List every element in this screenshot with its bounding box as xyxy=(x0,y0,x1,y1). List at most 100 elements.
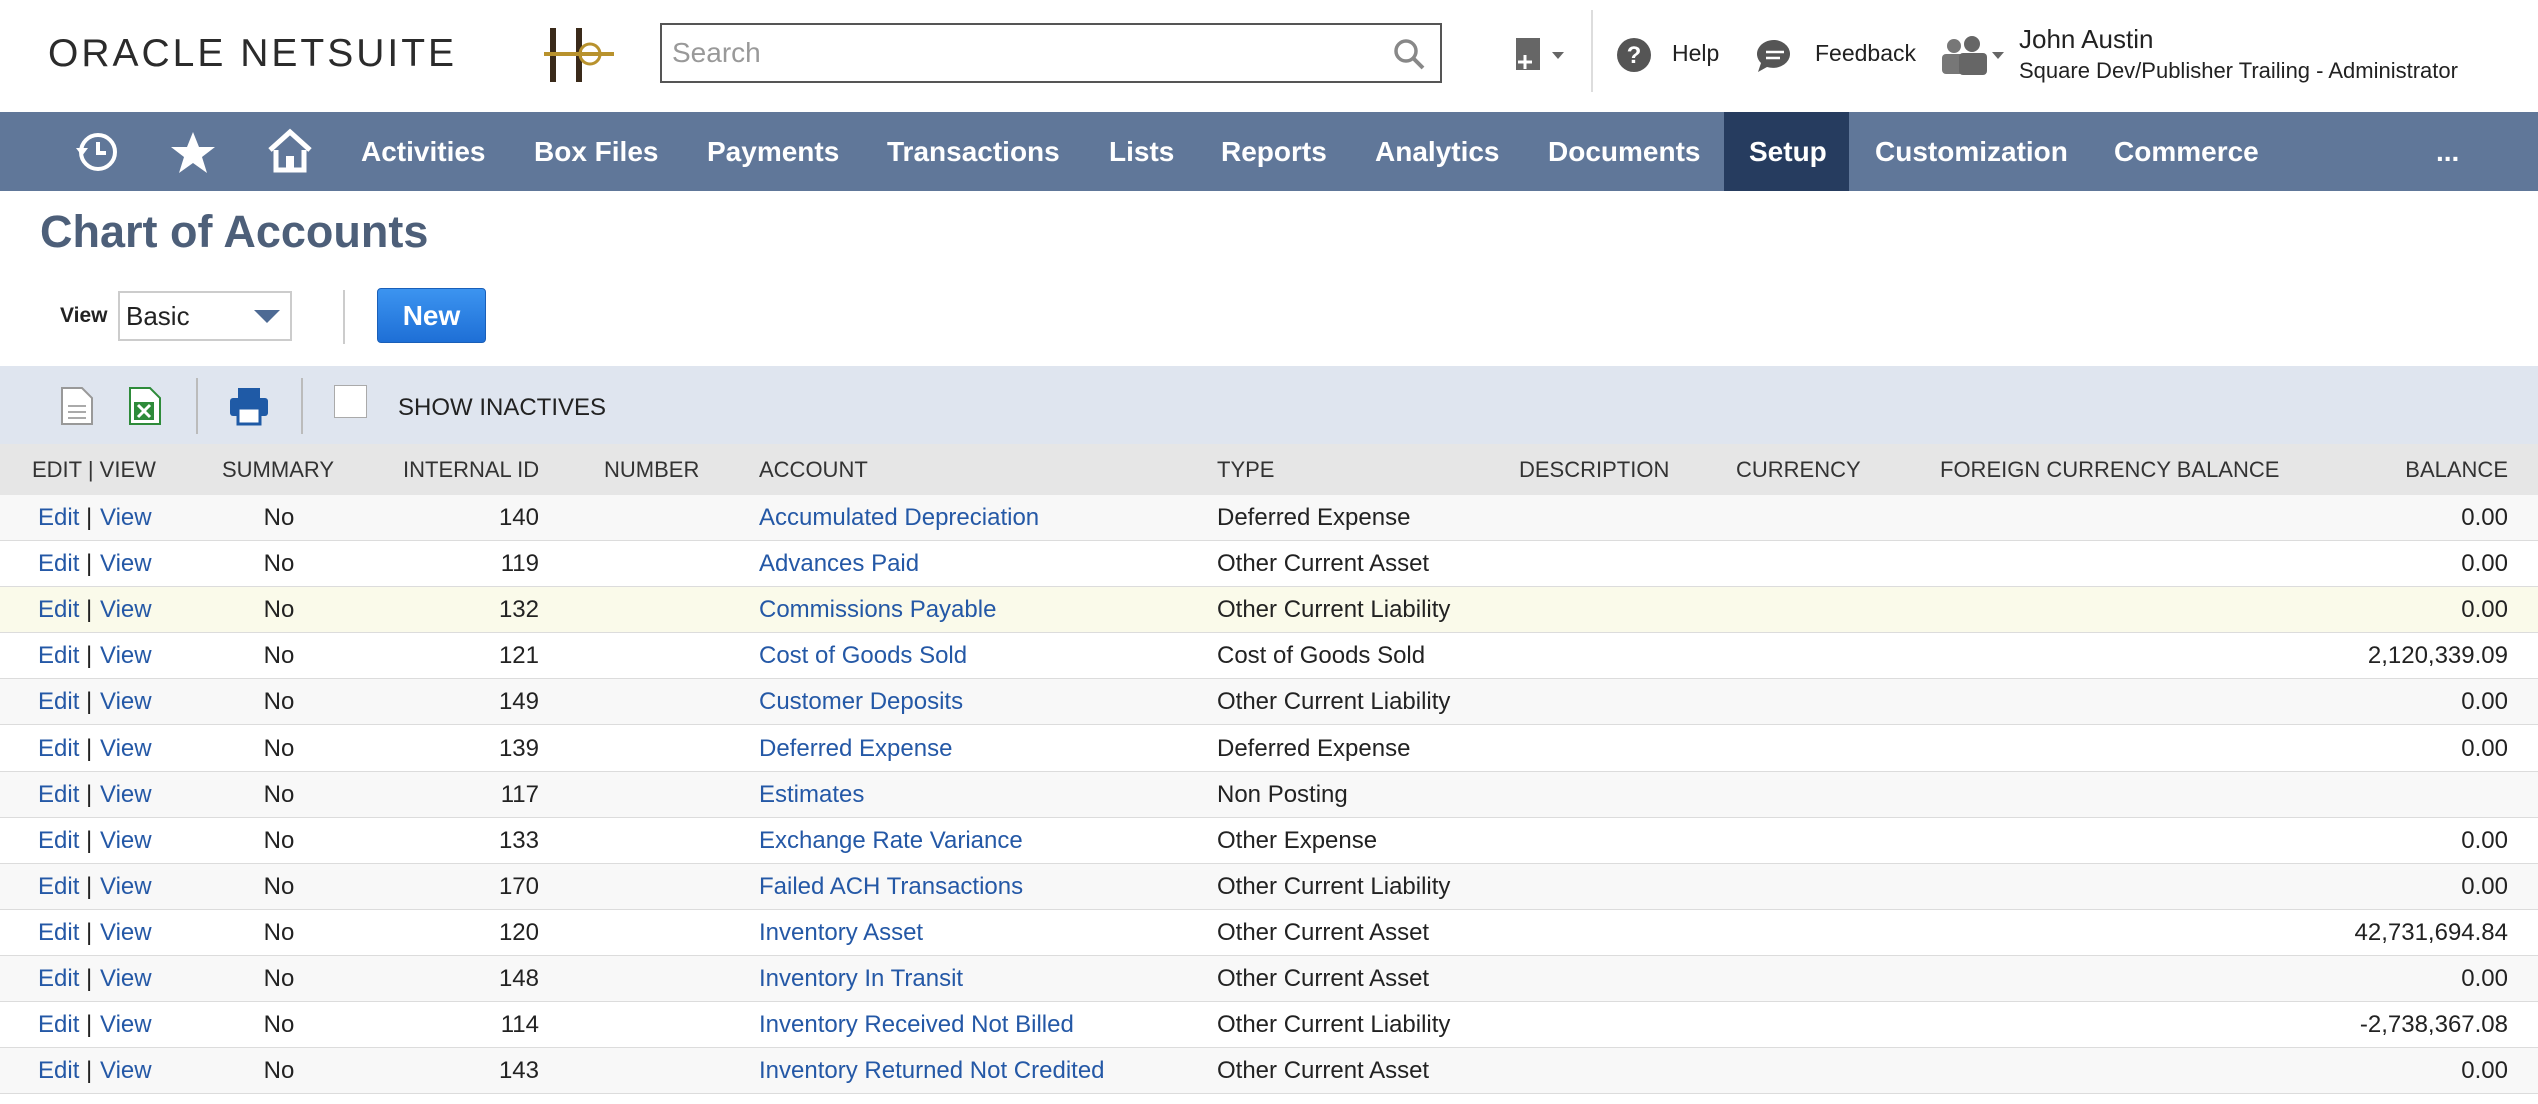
nav-item[interactable]: Payments xyxy=(707,136,840,167)
divider xyxy=(196,378,198,434)
edit-link[interactable]: Edit xyxy=(38,780,80,808)
nav-item[interactable]: Box Files xyxy=(534,136,659,167)
account-link[interactable]: Customer Deposits xyxy=(759,688,964,716)
show-inactives-label[interactable]: SHOW INACTIVES xyxy=(398,394,607,421)
search-box[interactable]: Search xyxy=(660,23,1442,83)
account-link[interactable]: Failed ACH Transactions xyxy=(759,872,1024,900)
balance-cell: 42,731,694.84 xyxy=(2354,918,2508,946)
column-header[interactable]: ACCOUNT xyxy=(759,457,868,482)
edit-link[interactable]: Edit xyxy=(38,504,80,531)
nav-item[interactable]: Reports xyxy=(1221,136,1327,167)
edit-link[interactable]: Edit xyxy=(38,918,80,946)
account-link[interactable]: Exchange Rate Variance xyxy=(759,826,1023,854)
view-link[interactable]: View xyxy=(100,642,152,670)
view-link[interactable]: View xyxy=(100,826,152,854)
edit-link[interactable]: Edit xyxy=(38,826,80,854)
column-header[interactable]: NUMBER xyxy=(604,457,700,482)
nav-item[interactable]: Transactions xyxy=(887,136,1060,167)
edit-link[interactable]: Edit xyxy=(38,1057,80,1085)
separator: | xyxy=(86,918,93,946)
type-cell: Non Posting xyxy=(1217,780,1348,808)
edit-link[interactable]: Edit xyxy=(38,1011,80,1039)
user-name[interactable]: John Austin xyxy=(2019,24,2154,54)
view-link[interactable]: View xyxy=(100,550,152,578)
table-row: Edit | View No 148 Inventory In Transit Other … xyxy=(0,956,2538,1002)
edit-link[interactable]: Edit xyxy=(38,872,80,900)
account-link[interactable]: Deferred Expense xyxy=(759,734,953,762)
view-link[interactable]: View xyxy=(100,965,152,992)
account-link[interactable]: Inventory Received Not Billed xyxy=(759,1011,1074,1039)
account-link[interactable]: Inventory Asset xyxy=(759,918,924,946)
help-link[interactable]: Help xyxy=(1672,40,1720,66)
edit-link[interactable]: Edit xyxy=(38,965,80,992)
nav-item[interactable]: Customization xyxy=(1875,136,2068,167)
nav-more[interactable]: ... xyxy=(2436,136,2460,167)
view-link[interactable]: View xyxy=(100,504,152,531)
user-icon[interactable] xyxy=(1940,34,2006,78)
nav-item[interactable]: Activities xyxy=(361,136,486,167)
new-record-icon[interactable] xyxy=(1512,34,1568,80)
new-button[interactable]: New xyxy=(377,288,486,343)
edit-link[interactable]: Edit xyxy=(38,596,80,624)
nav-item[interactable]: Setup xyxy=(1749,136,1827,167)
help-icon[interactable]: ? xyxy=(1616,37,1652,73)
view-select[interactable]: Basic xyxy=(118,291,292,341)
search-icon[interactable] xyxy=(1392,37,1426,71)
view-link[interactable]: View xyxy=(100,918,152,946)
internal-id-cell: 114 xyxy=(500,1011,539,1039)
summary-cell: No xyxy=(263,642,295,670)
separator: | xyxy=(86,596,93,624)
column-header[interactable]: DESCRIPTION xyxy=(1519,457,1670,482)
view-link[interactable]: View xyxy=(100,688,152,716)
feedback-link[interactable]: Feedback xyxy=(1815,40,1917,66)
view-link[interactable]: View xyxy=(100,1057,152,1085)
logo[interactable]: ORACLE NETSUITE xyxy=(48,32,458,75)
divider xyxy=(301,378,303,434)
account-link[interactable]: Cost of Goods Sold xyxy=(759,642,968,670)
separator: | xyxy=(86,1057,93,1085)
type-cell: Other Current Asset xyxy=(1217,550,1430,578)
balance-cell: 0.00 xyxy=(2461,550,2508,578)
column-header[interactable]: CURRENCY xyxy=(1736,457,1861,482)
account-link[interactable]: Advances Paid xyxy=(759,550,920,578)
view-link[interactable]: View xyxy=(100,596,152,624)
account-link[interactable]: Commissions Payable xyxy=(759,596,997,624)
export-csv-icon[interactable] xyxy=(60,386,94,426)
edit-link[interactable]: Edit xyxy=(38,734,80,762)
view-link[interactable]: View xyxy=(100,734,152,762)
edit-link[interactable]: Edit xyxy=(38,642,80,670)
account-link[interactable]: Accumulated Depreciation xyxy=(759,504,1040,531)
nav-item[interactable]: Commerce xyxy=(2114,136,2259,167)
view-link[interactable]: View xyxy=(100,872,152,900)
nav-active-bg xyxy=(1724,112,1849,191)
nav-item[interactable]: Analytics xyxy=(1375,136,1500,167)
edit-link[interactable]: Edit xyxy=(38,550,80,578)
recent-icon[interactable] xyxy=(74,130,120,174)
internal-id-cell: 149 xyxy=(498,688,539,716)
export-excel-icon[interactable] xyxy=(128,386,162,426)
show-inactives-checkbox[interactable] xyxy=(334,385,367,418)
column-header[interactable]: BALANCE xyxy=(2405,457,2508,482)
account-link[interactable]: Inventory In Transit xyxy=(759,965,964,992)
nav-item[interactable]: Lists xyxy=(1109,136,1175,167)
column-header[interactable]: EDIT | VIEW xyxy=(32,457,156,482)
internal-id-cell: 139 xyxy=(498,734,539,762)
table-row: Edit | View No 114 Inventory Received Not Bil… xyxy=(0,1002,2538,1049)
nav-item[interactable]: Documents xyxy=(1548,136,1701,167)
balance-cell: 0.00 xyxy=(2461,734,2508,762)
feedback-icon[interactable] xyxy=(1756,38,1794,74)
column-header[interactable]: TYPE xyxy=(1217,457,1275,482)
favorites-icon[interactable] xyxy=(170,130,216,174)
column-header[interactable]: FOREIGN CURRENCY BALANCE xyxy=(1940,457,2280,482)
view-link[interactable]: View xyxy=(100,1011,152,1039)
column-header[interactable]: SUMMARY xyxy=(222,457,335,482)
view-link[interactable]: View xyxy=(100,780,152,808)
edit-link[interactable]: Edit xyxy=(38,688,80,716)
column-header[interactable]: INTERNAL ID xyxy=(403,457,540,482)
view-value: Basic xyxy=(126,301,190,331)
account-link[interactable]: Inventory Returned Not Credited xyxy=(759,1057,1105,1085)
print-icon[interactable] xyxy=(228,386,270,426)
home-icon[interactable] xyxy=(266,128,314,174)
account-link[interactable]: Estimates xyxy=(759,780,865,808)
